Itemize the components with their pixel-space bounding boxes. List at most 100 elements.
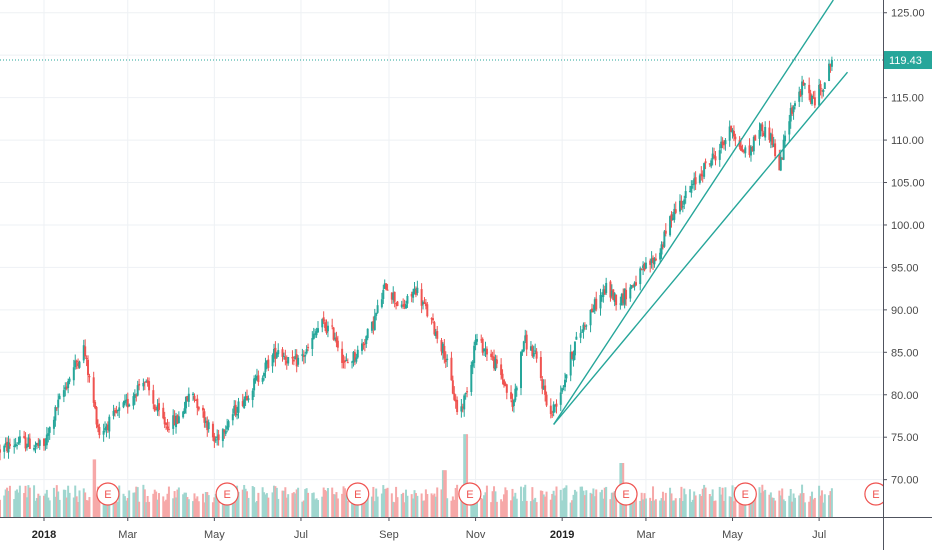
candle-body	[694, 177, 697, 185]
volume-bar	[33, 485, 36, 517]
volume-bar	[491, 491, 494, 517]
candle-body	[561, 388, 564, 392]
volume-bar	[65, 497, 68, 517]
candle-body	[522, 341, 525, 352]
candle-body	[514, 388, 517, 401]
candle-body	[793, 103, 796, 106]
volume-bar	[14, 490, 17, 517]
volume-bar	[182, 494, 185, 517]
candle-body	[271, 355, 274, 367]
volume-bar	[125, 500, 128, 517]
candle-body	[741, 149, 744, 152]
volume-bar	[519, 486, 522, 517]
candle-body	[634, 282, 637, 286]
candle-body	[183, 408, 186, 414]
candle-body	[818, 84, 821, 106]
candle-body	[774, 143, 777, 157]
candle-body	[311, 338, 314, 350]
candle-body	[48, 427, 51, 433]
last-price-value: 119.43	[889, 55, 922, 67]
earnings-marker[interactable]: E	[96, 482, 120, 506]
volume-bar	[307, 492, 310, 517]
candle-body	[135, 395, 138, 397]
candle-body	[511, 400, 514, 407]
volume-bar	[390, 493, 393, 517]
trend-channel	[553, 0, 849, 425]
candle-body	[544, 385, 547, 395]
volume-bar	[640, 492, 643, 517]
volume-bar	[542, 494, 545, 517]
candle-body	[33, 447, 36, 450]
volume-bar	[681, 501, 684, 517]
earnings-marker[interactable]: E	[458, 482, 482, 506]
earnings-marker[interactable]: E	[614, 482, 638, 506]
x-axis-tick-labels: 2018 Mar May Jul Sep Nov 2019 Mar May Jul	[32, 517, 826, 541]
volume-bar	[436, 487, 439, 517]
volume-bar	[759, 492, 762, 517]
candle-body	[410, 293, 413, 297]
candle-body	[515, 387, 518, 391]
volume-bar	[187, 499, 190, 517]
earnings-marker-label: E	[872, 489, 879, 501]
candle-body	[510, 392, 513, 399]
candle-body	[579, 333, 582, 338]
volume-bar	[55, 485, 58, 517]
candle-body	[789, 108, 792, 122]
volume-bar	[244, 488, 247, 517]
candle-body	[157, 403, 160, 410]
volume-bar	[791, 501, 794, 517]
volume-bar	[501, 501, 504, 517]
candle-body	[305, 349, 308, 354]
candle-body	[23, 436, 26, 438]
candle-body	[564, 379, 567, 388]
candle-body	[440, 340, 443, 352]
volume-bar	[346, 500, 349, 517]
candle-body	[13, 445, 16, 448]
candle-body	[275, 352, 278, 358]
candle-body	[234, 404, 237, 416]
volume-bar	[304, 489, 307, 517]
volume-bar	[464, 434, 467, 517]
candle-body	[38, 440, 41, 446]
x-axis-tick-label: 2019	[550, 529, 574, 541]
candle-body	[446, 358, 449, 361]
candle-body	[583, 325, 586, 327]
volume-bar	[572, 494, 575, 517]
earnings-marker[interactable]: E	[215, 482, 239, 506]
candle-body	[166, 426, 169, 429]
candle-body	[6, 441, 9, 452]
volume-bar	[592, 488, 595, 517]
candle-body	[325, 326, 328, 333]
candle-body	[671, 218, 674, 220]
earnings-marker[interactable]: E	[733, 482, 757, 506]
earnings-marker[interactable]: E	[346, 482, 370, 506]
candle-body	[221, 429, 224, 442]
volume-bar	[551, 493, 554, 517]
candle-body	[75, 360, 78, 363]
volume-bar	[789, 488, 792, 517]
candle-body	[609, 281, 612, 298]
candle-body	[660, 244, 663, 255]
volume-bar	[3, 495, 6, 517]
candle-body	[771, 134, 774, 145]
candle-body	[390, 292, 393, 300]
time-scale[interactable]	[0, 517, 932, 550]
volume-bar	[510, 500, 513, 517]
volume-bar	[267, 497, 270, 517]
price-scale[interactable]	[883, 0, 932, 550]
volume-bar	[165, 499, 168, 517]
candle-body	[451, 380, 454, 394]
volume-bar	[48, 500, 51, 517]
volume-bar	[183, 492, 186, 517]
candle-body	[673, 208, 676, 220]
candle-body	[552, 404, 555, 413]
candle-body	[590, 308, 593, 313]
volume-bar	[802, 493, 805, 517]
candle-body	[295, 354, 298, 367]
candle-body	[464, 393, 467, 395]
volume-bar	[413, 490, 416, 517]
candle-body	[172, 415, 175, 429]
volume-bar	[382, 485, 385, 517]
